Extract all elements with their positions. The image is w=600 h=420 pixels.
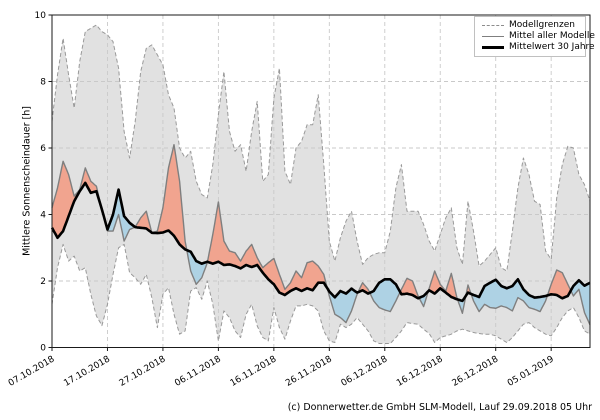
legend-item-modellgrenzen: Modellgrenzen <box>482 20 579 31</box>
legend-label: Modellgrenzen <box>509 20 575 30</box>
svg-text:16.12.2018: 16.12.2018 <box>395 354 445 389</box>
black-line-icon <box>482 46 504 49</box>
svg-text:26.12.2018: 26.12.2018 <box>451 354 501 389</box>
svg-text:06.12.2018: 06.12.2018 <box>340 354 390 389</box>
legend-item-mittel-aller-modelle: Mittel aller Modelle <box>482 31 595 42</box>
svg-text:2: 2 <box>40 277 46 287</box>
svg-text:4: 4 <box>40 211 46 221</box>
gray-line-icon <box>482 36 504 37</box>
legend-item-mittelwert-30-jahre: Mittelwert 30 Jahre <box>482 42 595 53</box>
svg-text:05.01.2019: 05.01.2019 <box>506 354 556 389</box>
svg-text:0: 0 <box>40 344 46 354</box>
svg-text:8: 8 <box>40 78 46 88</box>
dashed-line-icon <box>482 25 504 26</box>
svg-text:6: 6 <box>40 144 46 154</box>
svg-text:10: 10 <box>35 11 47 21</box>
legend-label: Mittel aller Modelle <box>509 31 595 41</box>
legend-label: Mittelwert 30 Jahre <box>509 42 595 52</box>
svg-text:16.11.2018: 16.11.2018 <box>229 354 279 389</box>
svg-text:17.10.2018: 17.10.2018 <box>62 354 112 389</box>
svg-text:06.11.2018: 06.11.2018 <box>173 354 223 389</box>
svg-text:27.10.2018: 27.10.2018 <box>118 354 168 389</box>
legend: Modellgrenzen Mittel aller Modelle Mitte… <box>474 16 595 57</box>
svg-text:07.10.2018: 07.10.2018 <box>7 354 57 389</box>
y-axis-label: Mittlere Sonnenscheindauer [h] <box>21 106 33 256</box>
copyright-text: (c) Donnerwetter.de GmbH SLM-Modell, Lau… <box>287 402 592 413</box>
svg-text:26.11.2018: 26.11.2018 <box>284 354 334 389</box>
